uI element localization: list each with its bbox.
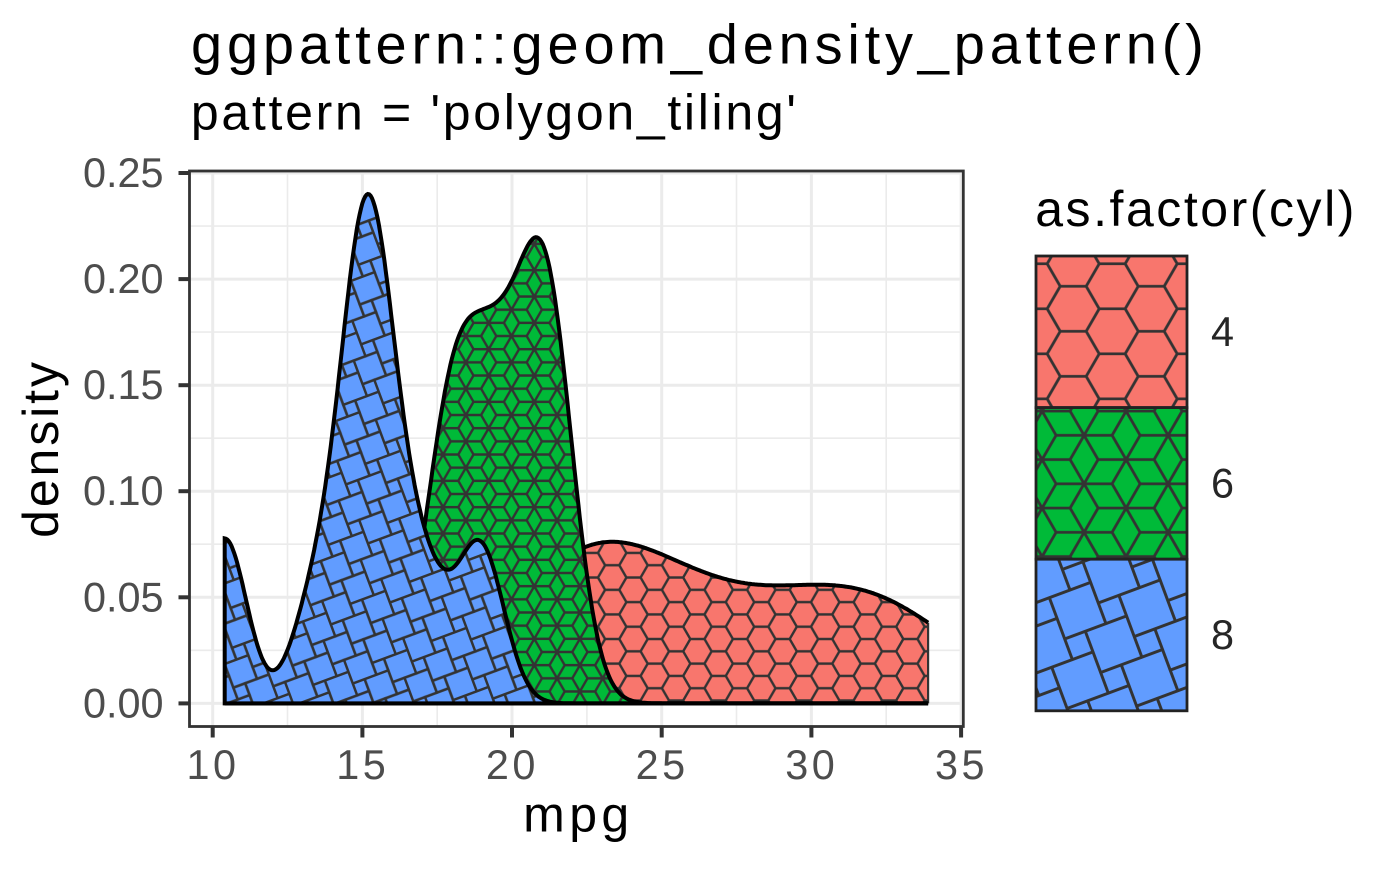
- svg-text:30: 30: [785, 742, 838, 788]
- svg-text:as.factor(cyl): as.factor(cyl): [1035, 181, 1357, 237]
- svg-text:15: 15: [336, 742, 389, 788]
- svg-text:0.00: 0.00: [83, 680, 164, 726]
- svg-text:20: 20: [486, 742, 539, 788]
- svg-text:0.10: 0.10: [83, 468, 164, 514]
- svg-text:pattern = 'polygon_tiling': pattern = 'polygon_tiling': [191, 84, 799, 140]
- svg-text:ggpattern::geom_density_patter: ggpattern::geom_density_pattern(): [191, 13, 1209, 76]
- svg-text:0.05: 0.05: [83, 574, 164, 620]
- svg-text:0.15: 0.15: [83, 362, 164, 408]
- svg-text:35: 35: [935, 742, 988, 788]
- svg-text:mpg: mpg: [523, 787, 633, 843]
- svg-text:0.20: 0.20: [83, 256, 164, 302]
- svg-text:density: density: [13, 359, 69, 538]
- svg-text:8: 8: [1211, 612, 1234, 658]
- svg-text:4: 4: [1211, 309, 1234, 355]
- svg-text:10: 10: [186, 742, 239, 788]
- svg-text:0.25: 0.25: [83, 150, 164, 196]
- svg-text:25: 25: [636, 742, 689, 788]
- svg-text:6: 6: [1211, 460, 1234, 506]
